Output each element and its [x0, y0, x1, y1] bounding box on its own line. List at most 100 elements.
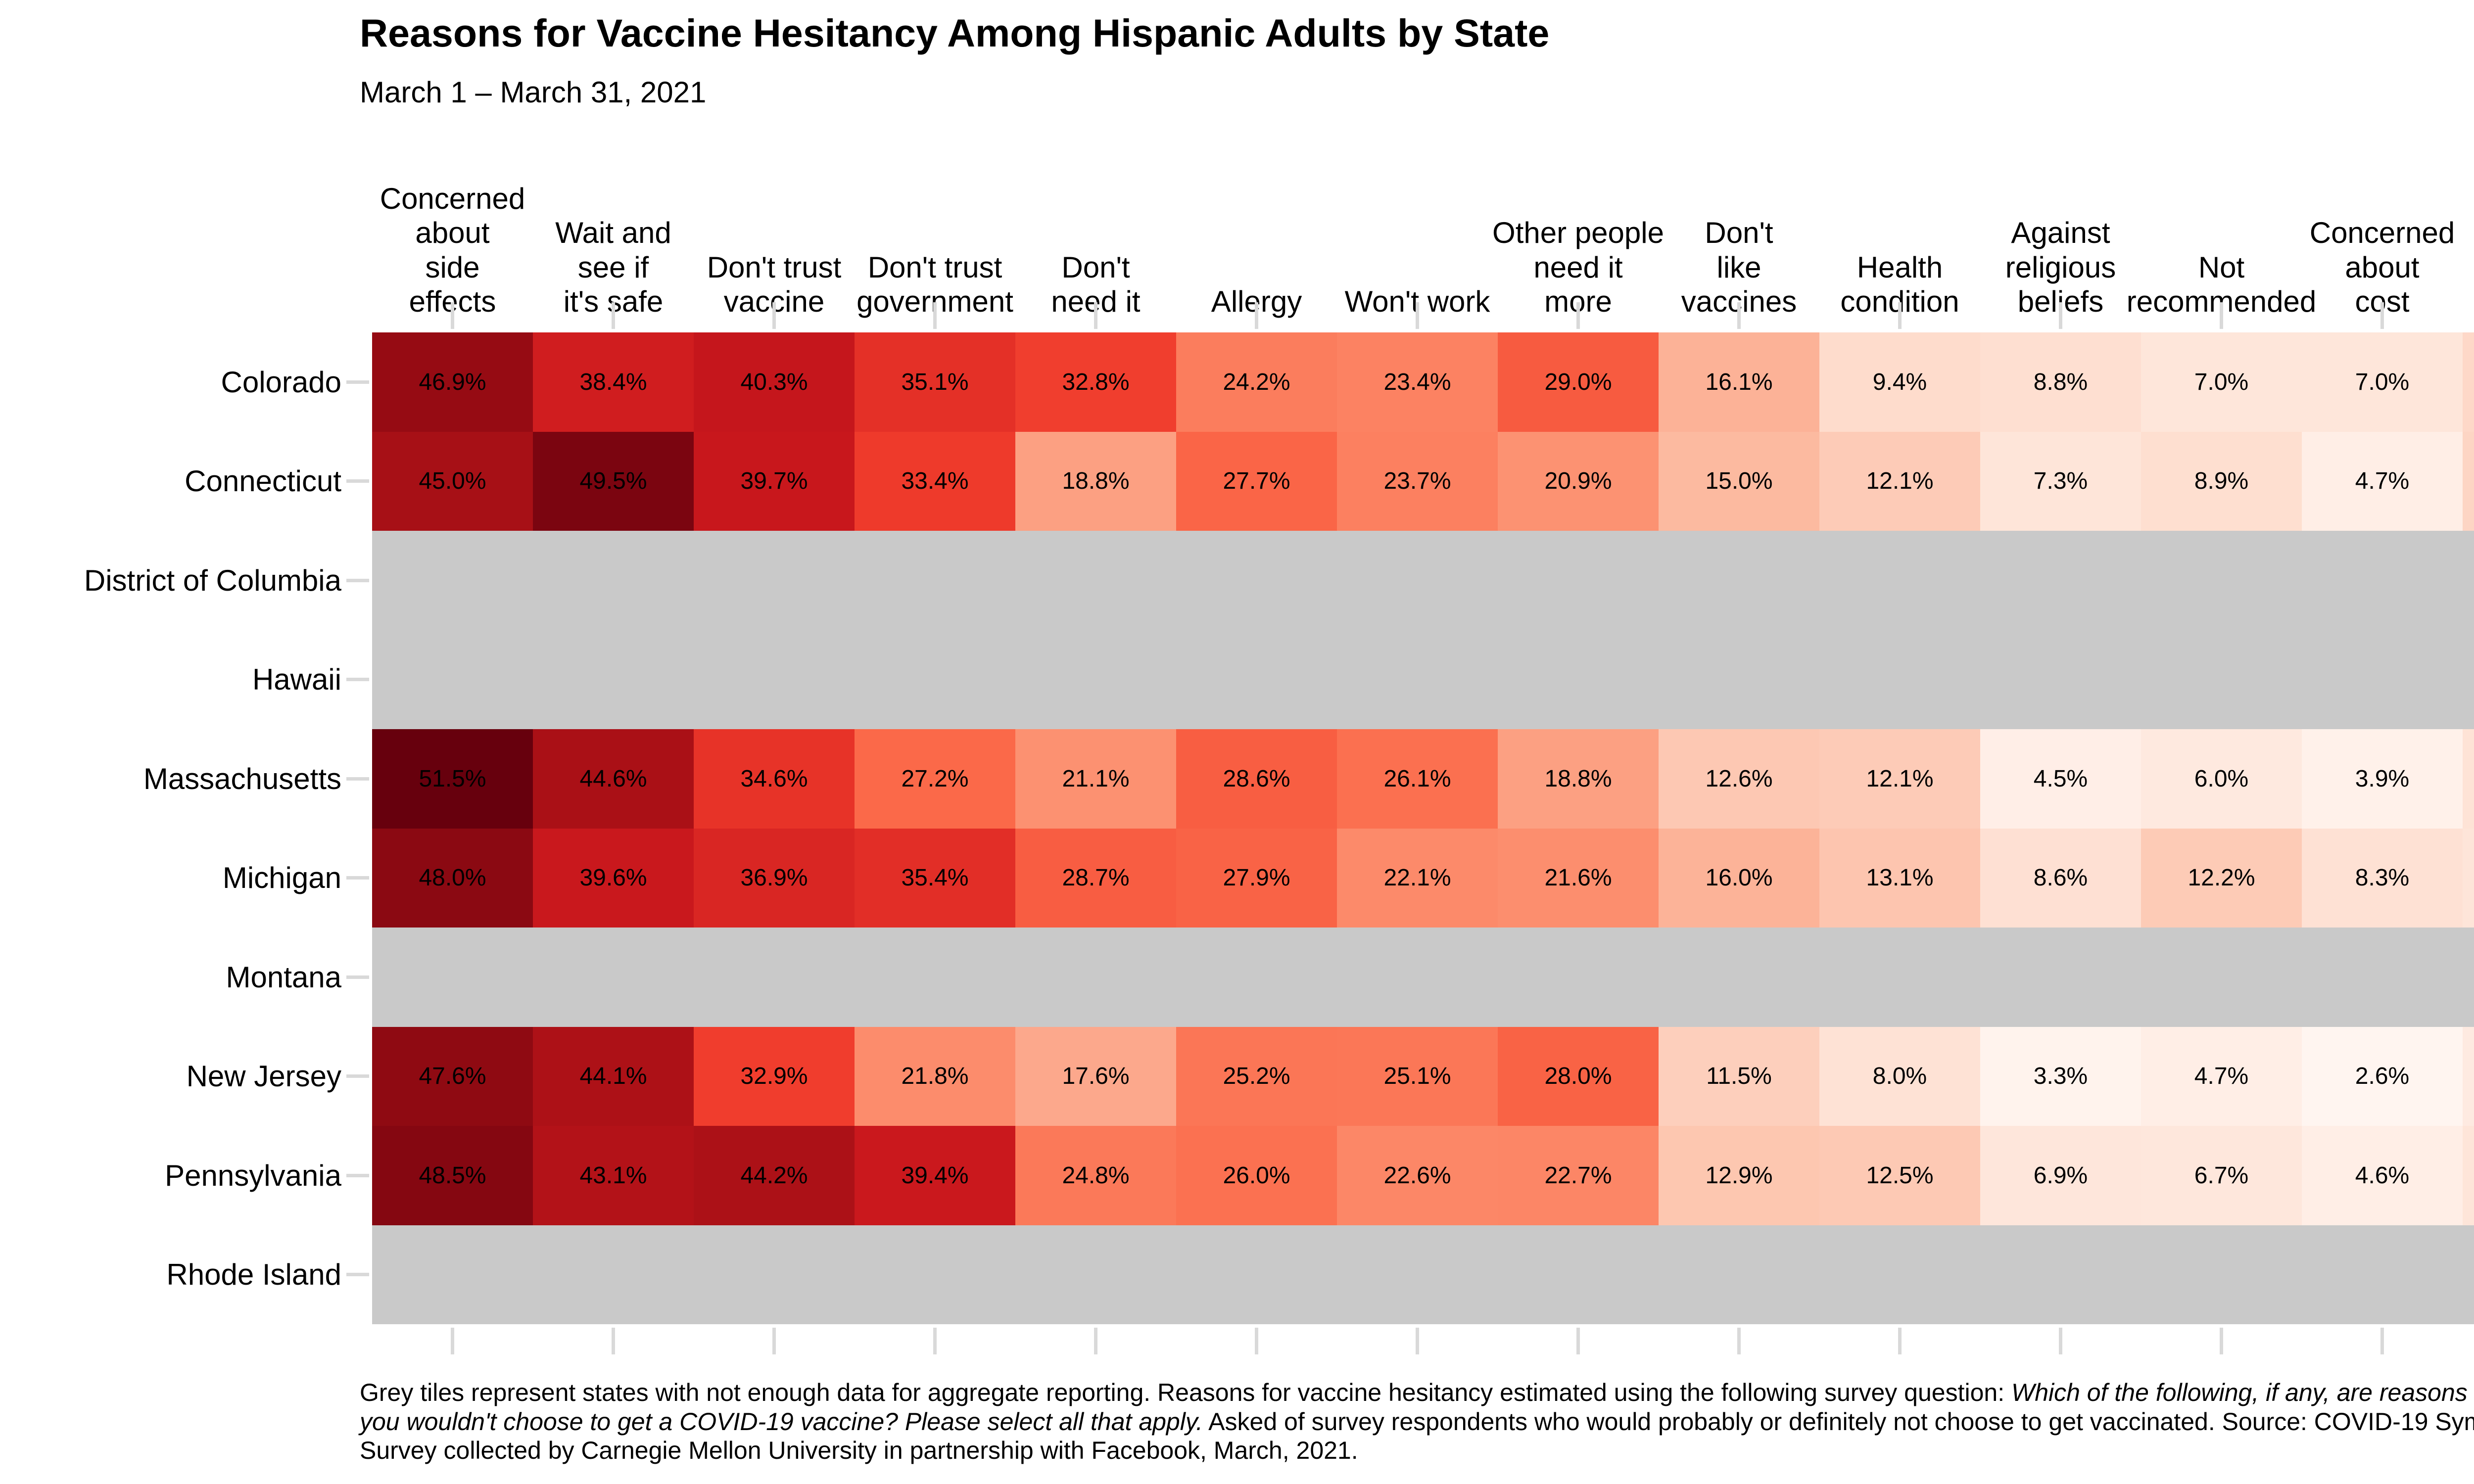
heatmap-cell: 33.4%: [855, 431, 1015, 531]
heatmap-cell: 12.2%: [2141, 828, 2302, 928]
heatmap-cell: 4.7%: [2141, 1026, 2302, 1126]
heatmap-cell: 16.1%: [1659, 332, 1819, 432]
heatmap-cell: 7.0%: [2302, 332, 2463, 432]
heatmap-cell: 32.8%: [1015, 332, 1176, 432]
column-header: Won't work: [1344, 285, 1490, 319]
heatmap-cell: 7.3%: [2463, 1126, 2474, 1225]
heatmap-cell: 28.7%: [1015, 828, 1176, 928]
heatmap-cell: 8.0%: [1819, 1026, 1980, 1126]
heatmap-cell: 12.9%: [1659, 1126, 1819, 1225]
heatmap-cell: 51.5%: [372, 729, 533, 829]
heatmap-cell: 11.5%: [1659, 1026, 1819, 1126]
column-header: Wait and see if it's safe: [555, 216, 671, 319]
footnote-survey-question: Which of the following, if any, are reas…: [360, 1379, 2474, 1436]
axis-tick-left: [346, 975, 369, 979]
heatmap-cell: 10.5%: [2463, 431, 2474, 531]
heatmap-cell: 6.7%: [2141, 1126, 2302, 1225]
heatmap-cell: 25.1%: [1337, 1026, 1498, 1126]
footnote-text: Asked of survey respondents who would pr…: [360, 1407, 2474, 1465]
heatmap-cell: 44.6%: [533, 729, 694, 829]
axis-tick-bottom: [1255, 1328, 1258, 1354]
axis-tick-top: [1094, 302, 1097, 329]
heatmap-cell: 44.1%: [533, 1026, 694, 1126]
column-header: Don't need it: [1051, 250, 1141, 319]
heatmap-cell: 7.2%: [2463, 828, 2474, 928]
heatmap-cell: 9.4%: [1819, 332, 1980, 432]
axis-tick-bottom: [933, 1328, 937, 1354]
heatmap-cell: 12.1%: [1819, 729, 1980, 829]
axis-tick-top: [772, 302, 776, 329]
heatmap-cell: 20.9%: [1498, 431, 1659, 531]
heatmap-cell: 18.8%: [1498, 729, 1659, 829]
heatmap-cell: 27.9%: [1176, 828, 1337, 928]
heatmap-cell: 28.0%: [1498, 1026, 1659, 1126]
row-label: Massachusetts: [143, 762, 341, 795]
axis-tick-left: [346, 876, 369, 880]
heatmap-cell: 12.6%: [1659, 729, 1819, 829]
row-label: Montana: [226, 960, 342, 994]
heatmap-cell: 46.9%: [372, 332, 533, 432]
axis-tick-left: [346, 380, 369, 384]
heatmap-cell: 23.4%: [1337, 332, 1498, 432]
heatmap-cell: 7.0%: [2141, 332, 2302, 432]
heatmap-cell: 32.9%: [694, 1026, 855, 1126]
footnote-text: Grey tiles represent states with not eno…: [360, 1379, 2011, 1406]
heatmap-cell: 34.6%: [694, 729, 855, 829]
heatmap-cell: 22.6%: [1337, 1126, 1498, 1225]
heatmap-cell: 25.2%: [1176, 1026, 1337, 1126]
row-label: Colorado: [221, 365, 342, 399]
chart-title: Reasons for Vaccine Hesitancy Among Hisp…: [360, 11, 1550, 55]
axis-tick-bottom: [1094, 1328, 1097, 1354]
heatmap-cell: 45.0%: [372, 431, 533, 531]
heatmap-cell: 15.0%: [1659, 431, 1819, 531]
heatmap-cell: 5.7%: [2463, 1026, 2474, 1126]
heatmap-cell: 43.1%: [533, 1126, 694, 1225]
heatmap-cell: 24.8%: [1015, 1126, 1176, 1225]
heatmap-cell: 22.1%: [1337, 828, 1498, 928]
heatmap-cell: 44.2%: [694, 1126, 855, 1225]
heatmap-cell: 27.7%: [1176, 431, 1337, 531]
heatmap-cell: 4.5%: [1980, 729, 2141, 829]
column-header: Pregnancy: [2379, 131, 2474, 319]
axis-tick-bottom: [612, 1328, 615, 1354]
axis-tick-bottom: [451, 1328, 454, 1354]
heatmap-cell: 18.8%: [1015, 431, 1176, 531]
row-label: Pennsylvania: [165, 1159, 341, 1192]
axis-tick-top: [1255, 302, 1258, 329]
heatmap-cell: 2.6%: [2302, 1026, 2463, 1126]
heatmap-cell: 4.7%: [2302, 431, 2463, 531]
heatmap-cell: 47.6%: [372, 1026, 533, 1126]
heatmap-cell: 10.0%: [2463, 332, 2474, 432]
heatmap-cell: 17.6%: [1015, 1026, 1176, 1126]
heatmap-cell: 21.6%: [1498, 828, 1659, 928]
heatmap-cell: 35.4%: [855, 828, 1015, 928]
axis-tick-left: [346, 578, 369, 582]
heatmap-cell: 39.6%: [533, 828, 694, 928]
axis-tick-top: [2380, 302, 2384, 329]
row-label: Connecticut: [185, 464, 341, 498]
axis-tick-top: [1898, 302, 1902, 329]
heatmap-cell: 39.7%: [694, 431, 855, 531]
missing-data-tile: [372, 531, 2474, 630]
axis-tick-left: [346, 678, 369, 682]
heatmap-cell: 24.2%: [1176, 332, 1337, 432]
axis-tick-bottom: [1416, 1328, 1419, 1354]
heatmap-cell: 23.7%: [1337, 431, 1498, 531]
heatmap-cell: 3.9%: [2302, 729, 2463, 829]
row-label: Hawaii: [252, 663, 341, 696]
heatmap-cell: 16.0%: [1659, 828, 1819, 928]
heatmap-cell: 8.6%: [1980, 828, 2141, 928]
heatmap-cell: 28.6%: [1176, 729, 1337, 829]
heatmap-cell: 13.1%: [1819, 828, 1980, 928]
axis-tick-top: [1576, 302, 1580, 329]
heatmap-cell: 12.5%: [1819, 1126, 1980, 1225]
axis-tick-bottom: [1737, 1328, 1741, 1354]
heatmap-cell: 4.6%: [2302, 1126, 2463, 1225]
column-header: Concerned about side effects: [380, 182, 525, 319]
heatmap-cell: 40.3%: [694, 332, 855, 432]
heatmap-cell: 8.8%: [1980, 332, 2141, 432]
axis-tick-top: [612, 302, 615, 329]
axis-tick-bottom: [772, 1328, 776, 1354]
axis-tick-bottom: [2220, 1328, 2223, 1354]
